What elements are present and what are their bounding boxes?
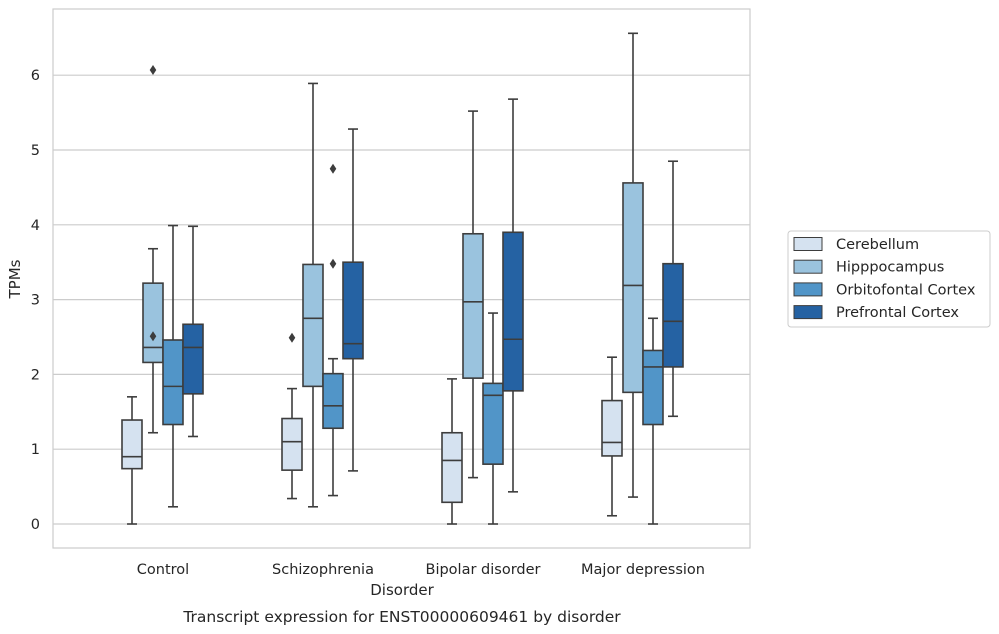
box xyxy=(663,264,683,367)
x-tick-label: Bipolar disorder xyxy=(426,562,541,578)
y-tick-label: 1 xyxy=(31,442,40,458)
box-group xyxy=(463,111,483,478)
box-group xyxy=(323,164,343,496)
legend-label: Hipppocampus xyxy=(836,260,944,276)
x-tick-label: Control xyxy=(137,562,189,578)
box-group xyxy=(643,318,663,524)
series-hipppocampus xyxy=(143,33,643,506)
box xyxy=(183,324,203,394)
legend-label: Prefrontal Cortex xyxy=(836,305,959,321)
box xyxy=(282,419,302,471)
legend-swatch xyxy=(794,260,822,273)
box-group xyxy=(623,33,643,497)
outlier-point xyxy=(289,333,296,343)
outlier-point xyxy=(330,259,337,269)
y-tick-label: 5 xyxy=(31,143,40,159)
y-axis-ticks: 0 1 2 3 4 5 6 xyxy=(31,68,40,533)
box-group xyxy=(663,161,683,416)
box-group xyxy=(163,226,183,507)
series-orbitofontal-cortex xyxy=(163,164,663,524)
box-group xyxy=(442,379,462,524)
plot-frame xyxy=(53,9,750,548)
box-group xyxy=(602,357,622,516)
box-group xyxy=(282,333,302,499)
box-group xyxy=(303,83,323,506)
box xyxy=(122,420,142,469)
box-group xyxy=(483,313,503,524)
y-axis-label: TPMs xyxy=(6,259,24,299)
box-group xyxy=(183,226,203,436)
y-tick-label: 4 xyxy=(31,218,40,234)
box-group xyxy=(343,129,363,471)
boxplot-chart: 0 1 2 3 4 5 6 Control Schizophrenia Bipolar diso… xyxy=(0,0,999,634)
box xyxy=(143,283,163,362)
boxplot-series xyxy=(122,33,683,524)
legend-swatch xyxy=(794,306,822,319)
chart-title: Transcript expression for ENST0000060946… xyxy=(182,608,621,626)
y-tick-label: 0 xyxy=(31,517,40,533)
box-group xyxy=(122,397,142,524)
x-axis-label: Disorder xyxy=(370,581,434,599)
box xyxy=(602,401,622,456)
outlier-point xyxy=(330,164,337,174)
box xyxy=(163,340,183,425)
box xyxy=(623,183,643,392)
box xyxy=(643,350,663,424)
y-tick-label: 3 xyxy=(31,293,40,309)
box xyxy=(503,232,523,391)
x-tick-label: Major depression xyxy=(581,562,705,578)
legend-label: Orbitofontal Cortex xyxy=(836,282,976,298)
legend: Cerebellum Hipppocampus Orbitofontal Corte… xyxy=(788,231,990,327)
box xyxy=(323,374,343,429)
x-tick-label: Schizophrenia xyxy=(272,562,374,578)
y-tick-label: 2 xyxy=(31,367,40,383)
box xyxy=(463,234,483,378)
box-group xyxy=(143,65,163,433)
y-tick-label: 6 xyxy=(31,68,40,84)
box xyxy=(303,264,323,386)
box-group xyxy=(503,99,523,492)
box xyxy=(442,433,462,503)
outlier-point xyxy=(150,65,157,75)
legend-swatch xyxy=(794,283,822,296)
x-axis-ticks: Control Schizophrenia Bipolar disorder Majo… xyxy=(137,562,705,578)
legend-label: Cerebellum xyxy=(836,237,919,253)
legend-swatch xyxy=(794,238,822,251)
